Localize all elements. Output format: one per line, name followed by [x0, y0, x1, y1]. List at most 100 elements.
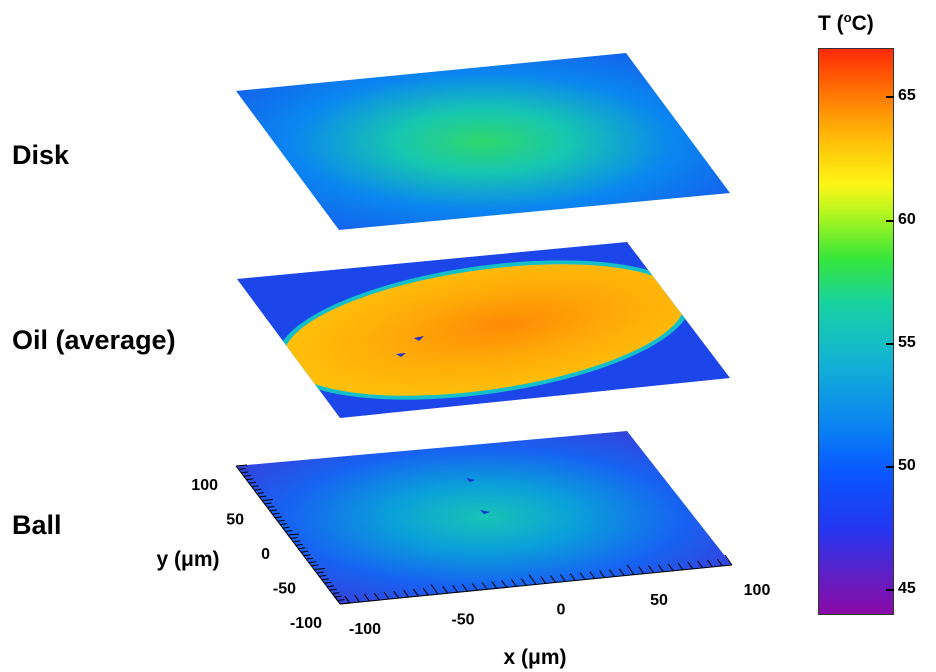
- x-axis-ticks: [332, 554, 733, 605]
- y-minor-tick: [319, 574, 327, 577]
- x-minor-tick: [383, 591, 390, 600]
- x-tick-label: -50: [451, 611, 474, 628]
- y-minor-tick: [293, 540, 301, 543]
- y-tick-label: 0: [261, 546, 270, 563]
- x-minor-tick: [344, 595, 351, 604]
- colorbar-tick-label: 60: [898, 210, 916, 228]
- colorbar: [818, 48, 894, 615]
- y-minor-tick: [334, 595, 342, 598]
- x-minor-tick: [481, 582, 488, 590]
- x-minor-tick: [569, 573, 576, 581]
- y-tick-label: -50: [273, 581, 296, 598]
- y-minor-tick: [295, 543, 303, 546]
- colorbar-tick: [886, 219, 894, 222]
- y-minor-tick: [251, 485, 259, 488]
- y-minor-tick: [290, 536, 298, 539]
- ball-label: Ball: [12, 510, 62, 540]
- x-minor-tick: [550, 575, 557, 583]
- x-minor-tick: [697, 560, 704, 569]
- y-minor-tick: [303, 554, 311, 557]
- y-tick-label: -100: [290, 615, 322, 632]
- x-tick-label: 0: [557, 602, 566, 619]
- y-major-tick: [339, 602, 352, 605]
- y-tick-label: 100: [191, 477, 218, 494]
- x-axis-label: x (μm): [503, 646, 566, 669]
- x-minor-tick: [706, 559, 713, 568]
- axes: -100 -50 0 50 100 100 50 0 -50 -100 x (μm) y (μm…: [156, 464, 771, 669]
- x-minor-tick: [648, 565, 655, 574]
- x-minor-tick: [491, 581, 498, 589]
- y-minor-tick: [285, 530, 293, 533]
- x-major-tick: [626, 564, 635, 576]
- y-minor-tick: [321, 578, 329, 581]
- y-tick-labels: 100 50 0 -50 -100: [191, 477, 322, 632]
- x-minor-tick: [657, 564, 664, 573]
- x-minor-tick: [403, 589, 410, 598]
- ball-surface: [236, 431, 732, 604]
- x-minor-tick: [393, 590, 400, 599]
- x-minor-tick: [667, 563, 674, 572]
- y-minor-tick: [300, 550, 309, 553]
- x-minor-tick: [471, 583, 478, 591]
- colorbar-title: T (oC): [818, 10, 874, 36]
- x-minor-tick: [510, 579, 517, 587]
- y-minor-tick: [246, 478, 254, 481]
- y-minor-tick: [306, 557, 314, 560]
- ball-defect-1: [466, 478, 475, 482]
- oil-layer: [237, 242, 730, 418]
- y-major-tick: [287, 533, 300, 536]
- x-minor-tick: [608, 569, 615, 577]
- y-minor-tick: [274, 516, 283, 519]
- oil-label: Oil (average): [12, 325, 176, 355]
- x-tick-label: 100: [744, 582, 771, 599]
- y-minor-tick: [264, 502, 272, 505]
- x-minor-tick: [638, 566, 645, 575]
- x-minor-tick: [373, 592, 380, 601]
- y-major-tick: [261, 499, 274, 501]
- x-minor-tick: [589, 571, 596, 579]
- ball-layer: [236, 431, 732, 604]
- colorbar-tick: [886, 342, 894, 345]
- y-minor-tick: [238, 467, 246, 470]
- x-minor-tick: [599, 570, 606, 578]
- x-minor-tick: [412, 588, 419, 597]
- y-minor-tick: [248, 481, 257, 484]
- disk-label: Disk: [12, 140, 70, 170]
- oil-defect-1: [414, 336, 424, 341]
- y-minor-tick: [277, 519, 285, 522]
- y-tick-label: 50: [226, 512, 244, 529]
- y-minor-tick: [282, 526, 290, 529]
- x-major-tick: [528, 574, 537, 585]
- x-minor-tick: [354, 594, 361, 603]
- y-major-tick: [235, 464, 248, 467]
- x-minor-tick: [540, 576, 547, 584]
- oil-contact-region: [283, 264, 685, 396]
- x-minor-tick: [422, 587, 429, 596]
- y-minor-tick: [272, 512, 280, 515]
- ball-defect-2: [480, 510, 490, 514]
- y-minor-tick: [308, 561, 316, 564]
- y-minor-tick: [329, 588, 337, 591]
- x-minor-tick: [461, 584, 468, 592]
- colorbar-tick-label: 45: [898, 580, 916, 598]
- x-minor-tick: [442, 585, 449, 594]
- x-minor-tick: [501, 580, 508, 588]
- x-minor-tick: [452, 585, 459, 593]
- x-minor-tick: [677, 562, 684, 571]
- x-major-tick: [724, 554, 733, 566]
- y-axis-ticks: [235, 464, 352, 605]
- colorbar-tick-label: 55: [898, 333, 916, 351]
- x-minor-tick: [559, 574, 566, 582]
- y-minor-tick: [332, 592, 340, 595]
- x-tick-label: 50: [650, 592, 668, 609]
- y-minor-tick: [298, 547, 306, 550]
- colorbar-title-main: T (: [818, 12, 844, 35]
- colorbar-tick-label: 65: [898, 87, 916, 105]
- x-minor-tick: [579, 572, 586, 580]
- oil-defect-2: [396, 353, 406, 357]
- colorbar-title-end: C): [851, 12, 874, 35]
- colorbar-tick-label: 50: [898, 457, 916, 475]
- x-major-tick: [430, 583, 439, 595]
- y-minor-tick: [243, 474, 251, 477]
